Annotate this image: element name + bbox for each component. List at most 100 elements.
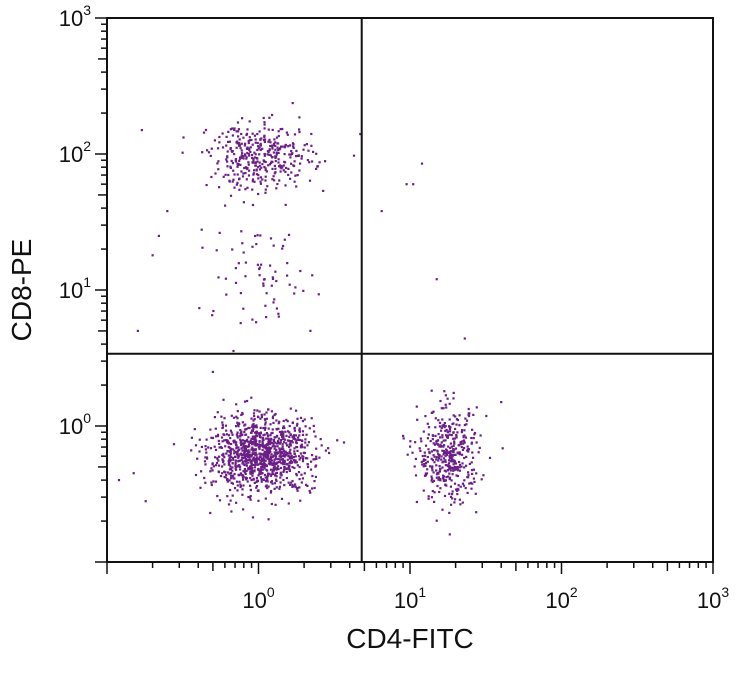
data-point xyxy=(271,276,274,279)
data-point xyxy=(212,480,215,483)
data-point xyxy=(298,169,301,172)
x-tick-label: 100 xyxy=(242,584,274,613)
data-point xyxy=(252,172,256,175)
data-point xyxy=(320,444,323,447)
data-point xyxy=(233,452,236,455)
data-point xyxy=(266,472,270,475)
data-point xyxy=(280,448,283,451)
data-point xyxy=(231,248,234,251)
data-point xyxy=(241,488,244,491)
data-point xyxy=(230,414,233,417)
data-point xyxy=(319,438,322,441)
data-point xyxy=(274,167,277,170)
data-point xyxy=(257,174,260,177)
data-point xyxy=(274,155,277,158)
data-point xyxy=(264,459,267,462)
data-point xyxy=(200,470,203,473)
data-point xyxy=(454,466,457,469)
data-point xyxy=(465,455,468,458)
data-point xyxy=(295,474,298,477)
data-point xyxy=(454,415,457,418)
data-point xyxy=(275,136,279,139)
data-point xyxy=(259,182,262,185)
data-point xyxy=(290,459,293,462)
data-point xyxy=(454,427,457,431)
data-point xyxy=(254,138,257,141)
data-point xyxy=(231,457,235,460)
data-point xyxy=(458,460,461,464)
data-point xyxy=(300,473,303,476)
data-point xyxy=(295,185,298,188)
data-point xyxy=(280,473,283,476)
data-point xyxy=(440,458,443,461)
data-point xyxy=(252,426,255,429)
data-point xyxy=(308,179,312,182)
data-point xyxy=(261,448,264,452)
data-point xyxy=(435,456,438,459)
data-point xyxy=(448,450,451,453)
data-point xyxy=(456,465,459,469)
data-point xyxy=(271,462,274,465)
data-point xyxy=(278,460,282,463)
data-point xyxy=(284,184,287,187)
data-point xyxy=(282,427,285,430)
data-point xyxy=(241,433,244,436)
data-point xyxy=(312,424,315,427)
data-point xyxy=(263,445,266,448)
data-point xyxy=(449,466,452,469)
data-point xyxy=(259,431,262,434)
data-point xyxy=(251,446,254,449)
data-point xyxy=(312,150,315,153)
data-point xyxy=(251,472,254,475)
data-point xyxy=(217,471,220,474)
data-point xyxy=(256,160,259,163)
data-point xyxy=(314,465,317,468)
data-point xyxy=(239,184,242,187)
data-point xyxy=(278,420,281,423)
data-point xyxy=(459,440,462,444)
data-point xyxy=(264,179,267,182)
data-point xyxy=(268,138,271,141)
data-point xyxy=(250,429,254,432)
data-point xyxy=(243,153,247,156)
data-point xyxy=(442,423,445,426)
data-point xyxy=(237,465,240,468)
data-point xyxy=(261,465,264,468)
data-point xyxy=(246,128,249,131)
data-point xyxy=(430,475,433,478)
data-point xyxy=(295,472,298,476)
data-point xyxy=(252,435,255,438)
data-point xyxy=(432,479,436,482)
data-point xyxy=(434,426,437,429)
data-point xyxy=(243,400,247,403)
data-point xyxy=(269,237,273,240)
data-point xyxy=(248,465,252,468)
data-point xyxy=(435,476,438,479)
data-point xyxy=(278,447,281,450)
data-point xyxy=(229,455,232,458)
data-point xyxy=(264,444,267,447)
data-point xyxy=(243,460,246,463)
data-point xyxy=(256,468,260,471)
data-point xyxy=(292,146,295,149)
data-point xyxy=(240,149,243,152)
data-point xyxy=(242,508,245,511)
data-point xyxy=(443,390,446,393)
data-point xyxy=(223,463,226,466)
data-point xyxy=(279,170,282,173)
data-point xyxy=(281,430,284,433)
data-point xyxy=(284,430,287,433)
data-point xyxy=(293,450,296,453)
data-point xyxy=(295,487,298,490)
data-point xyxy=(263,463,266,467)
data-point xyxy=(274,462,277,466)
data-point xyxy=(236,451,239,454)
data-point xyxy=(409,440,412,443)
data-point xyxy=(246,480,249,483)
data-point xyxy=(306,484,309,487)
data-point xyxy=(293,452,296,456)
data-point xyxy=(216,495,219,498)
data-point xyxy=(450,479,453,482)
data-point xyxy=(267,462,270,465)
data-point xyxy=(352,154,356,157)
